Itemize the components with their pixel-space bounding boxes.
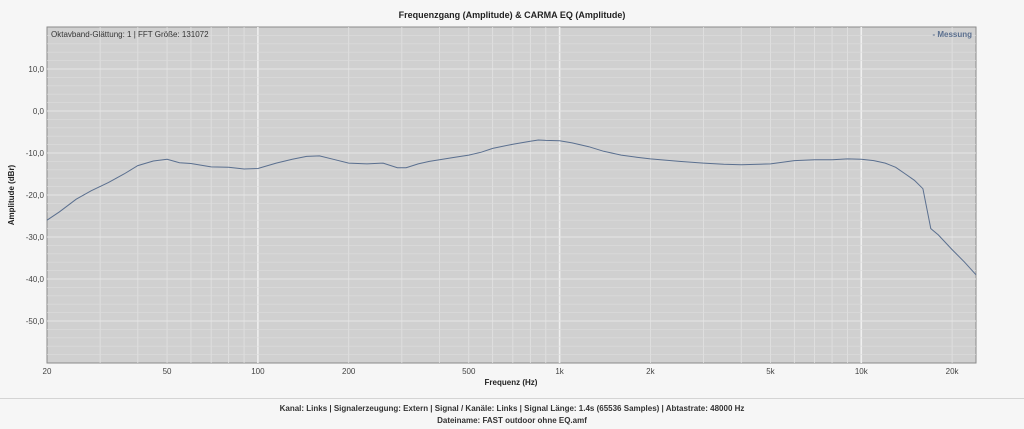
y-tick-label: -40,0 [26,275,45,284]
grid [47,27,976,363]
signal-info: Kanal: Links | Signalerzeugung: Extern |… [279,404,745,413]
x-tick-label: 100 [251,367,265,376]
x-tick-label: 1k [555,367,564,376]
series-line-messung [46,139,977,276]
tick-labels: 20 50 100 200 500 1k 2k 5k 10k 20k 10,0 0,0 -10,0 -20… [26,65,960,376]
x-tick-label: 5k [766,367,775,376]
x-tick-label: 20k [946,367,960,376]
y-tick-label: -20,0 [26,191,45,200]
frequency-response-chart: 20 50 100 200 500 1k 2k 5k 10k 20k 10,0 0,0 -10,0 -20… [7,26,977,387]
y-tick-label: -30,0 [26,233,45,242]
x-tick-label: 2k [646,367,655,376]
y-axis-label: Amplitude (dBr) [7,164,16,225]
status-footer: Kanal: Links | Signalerzeugung: Extern |… [0,398,1024,427]
file-name: Dateiname: FAST outdoor ohne EQ.amf [437,416,587,425]
chart-title: Frequenzgang (Amplitude) & CARMA EQ (Amp… [398,10,626,20]
x-tick-label: 500 [462,367,476,376]
y-tick-label: -50,0 [26,317,45,326]
y-tick-label: 10,0 [28,65,44,74]
legend-entry-messung: - Messung [932,30,972,39]
x-tick-label: 20 [43,367,52,376]
y-tick-label: 0,0 [33,107,45,116]
smoothing-info: Oktavband-Glättung: 1 | FFT Größe: 13107… [51,30,209,39]
x-tick-label: 10k [855,367,869,376]
x-tick-label: 200 [342,367,356,376]
x-axis-label: Frequenz (Hz) [485,378,538,387]
y-tick-label: -10,0 [26,149,45,158]
x-tick-label: 50 [163,367,172,376]
